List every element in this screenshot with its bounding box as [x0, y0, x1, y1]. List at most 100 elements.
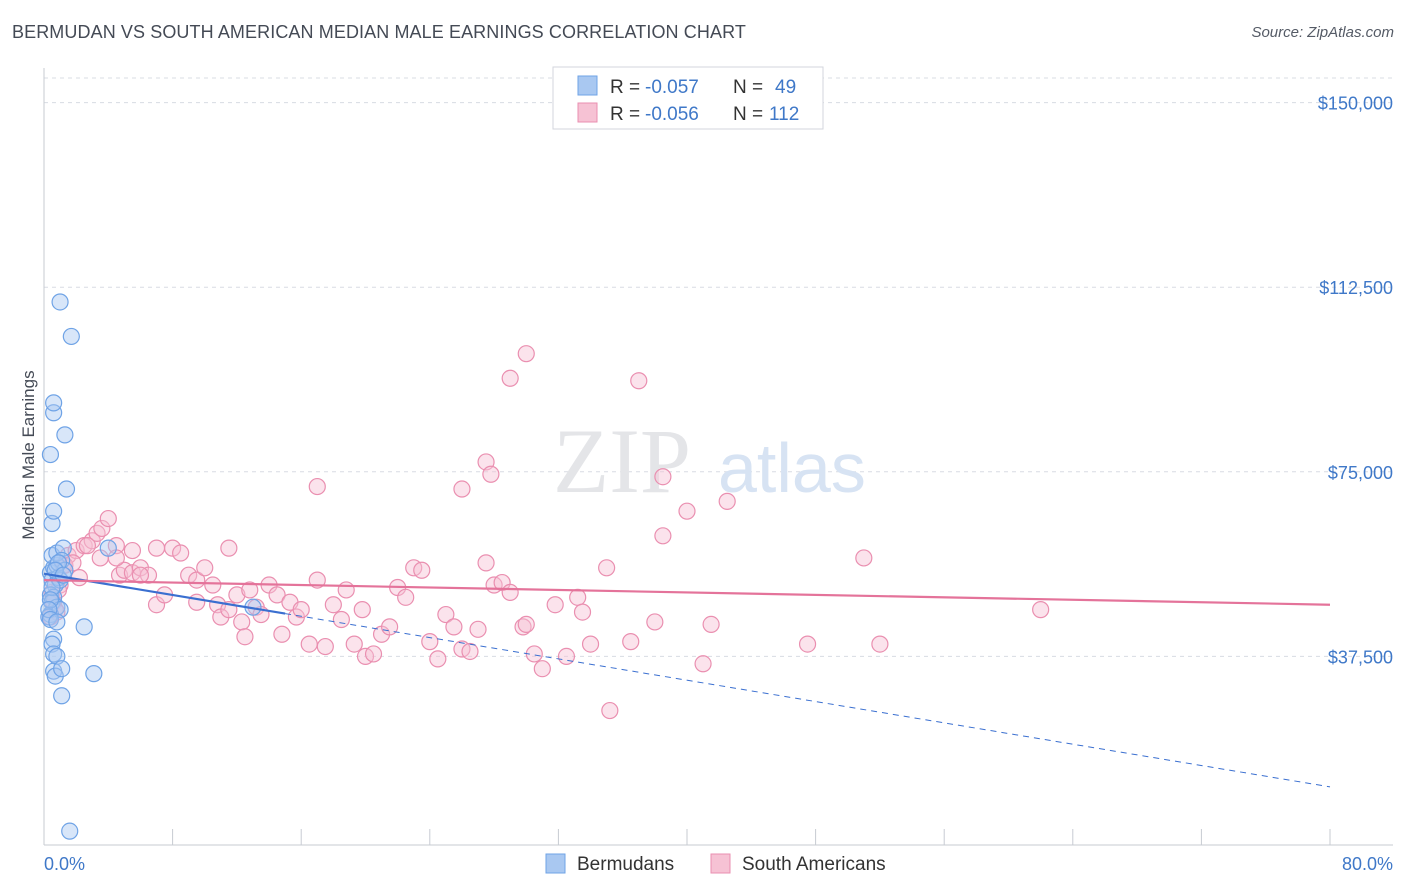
chart-title: BERMUDAN VS SOUTH AMERICAN MEDIAN MALE E… [12, 22, 746, 42]
watermark-zip: ZIP [553, 410, 691, 512]
south-americans-point [517, 615, 535, 634]
south-americans-point [533, 660, 551, 678]
south-americans-point [622, 633, 640, 651]
south-americans-point [147, 539, 166, 557]
y-tick-label: $75,000 [1328, 463, 1393, 483]
bermudans-point [53, 551, 71, 570]
south-americans-point [364, 645, 383, 663]
bermudans-point [75, 618, 93, 636]
south-americans-point [501, 583, 519, 602]
bermudans-point [61, 822, 79, 840]
bermudans-point [43, 514, 61, 533]
south-americans-point [123, 541, 142, 560]
south-americans-point [381, 618, 399, 636]
south-americans-point [300, 635, 318, 653]
watermark-atlas: atlas [718, 429, 866, 507]
legend-n-label-south-americans: N = [733, 104, 763, 125]
south-americans-point [517, 345, 535, 363]
south-americans-point [694, 655, 712, 673]
bermudans-point [56, 426, 74, 444]
south-americans-point [453, 480, 471, 498]
axes [43, 68, 1393, 846]
south-americans-point [569, 588, 587, 606]
bermudans-point [57, 480, 76, 498]
south-americans-point [233, 613, 251, 631]
bottom-legend-swatch-south-americans [710, 853, 731, 874]
legend-r-value-south-americans: -0.056 [645, 104, 699, 125]
bottom-legend: Bermudans South Americans [545, 853, 886, 875]
legend-swatch-bermudans [577, 75, 598, 96]
south-americans-point [437, 605, 455, 624]
y-tick-label: $37,500 [1328, 647, 1393, 667]
south-americans-point [654, 468, 672, 486]
bermudans-point [85, 665, 103, 683]
legend-r-label-bermudans: R = [610, 77, 640, 98]
legend-n-value-south-americans: 112 [769, 104, 799, 125]
south-americans-point [337, 581, 355, 599]
south-americans-point [268, 586, 286, 604]
bermudans-point [53, 687, 71, 705]
south-americans-point [241, 581, 259, 599]
south-americans-point [546, 596, 564, 614]
south-americans-point [236, 628, 254, 646]
trend-lines [43, 572, 1331, 788]
south-americans-point [308, 571, 326, 589]
south-americans-point [477, 554, 495, 572]
bermudans-point [41, 445, 60, 464]
bermudans-points [40, 293, 262, 840]
south-americans-point [702, 615, 720, 634]
south-americans-point [573, 603, 592, 621]
bermudans-point [48, 613, 66, 631]
south-americans-point [172, 544, 190, 562]
south-americans-point [397, 588, 415, 606]
south-americans-trend-line [43, 579, 1331, 606]
bermudans-point [62, 327, 80, 346]
south-americans-point [601, 701, 619, 720]
x-tick-label-min: 0.0% [44, 854, 85, 874]
y-tick-label: $112,500 [1319, 278, 1393, 298]
south-americans-point [88, 524, 106, 542]
south-americans-point [469, 620, 487, 638]
south-americans-point [581, 635, 600, 653]
legend-r-value-bermudans: -0.057 [645, 77, 699, 98]
south-americans-point [131, 566, 150, 584]
south-americans-point [501, 369, 519, 387]
south-americans-point [461, 642, 479, 661]
south-americans-point [678, 502, 696, 520]
south-americans-point [188, 593, 206, 611]
south-americans-point [557, 647, 576, 666]
south-americans-point [196, 559, 214, 577]
south-americans-point [1032, 601, 1050, 619]
bermudans-point [99, 539, 117, 557]
south-americans-point [654, 527, 672, 545]
y-tick-label: $150,000 [1318, 94, 1393, 114]
bottom-legend-label-bermudans: Bermudans [577, 854, 674, 875]
south-americans-point [514, 618, 532, 636]
south-americans-point [413, 561, 431, 579]
south-americans-point [93, 519, 111, 538]
south-americans-point [204, 576, 222, 594]
south-americans-point [871, 635, 889, 653]
south-americans-point [220, 539, 238, 557]
south-americans-point [332, 610, 350, 629]
south-americans-points [41, 345, 1050, 720]
legend: R = -0.057 N = 49 R = -0.056 N = 112 [552, 66, 824, 130]
bermudans-point [45, 645, 63, 663]
source-label: Source: ZipAtlas.com [1251, 24, 1394, 41]
south-americans-point [316, 637, 334, 656]
grid-lines [44, 77, 1393, 657]
south-americans-point [110, 566, 129, 584]
south-americans-point [273, 625, 291, 643]
y-axis-label: Median Male Earnings [19, 370, 38, 539]
legend-swatch-south-americans [577, 102, 598, 123]
south-americans-point [429, 650, 447, 668]
south-americans-point [228, 586, 246, 604]
south-americans-point [292, 601, 310, 619]
south-americans-point [855, 549, 873, 567]
south-americans-point [353, 601, 371, 619]
south-americans-point [718, 492, 736, 510]
bermudans-point [45, 404, 63, 422]
south-americans-point [99, 509, 117, 528]
x-tick-label-max: 80.0% [1342, 854, 1393, 874]
